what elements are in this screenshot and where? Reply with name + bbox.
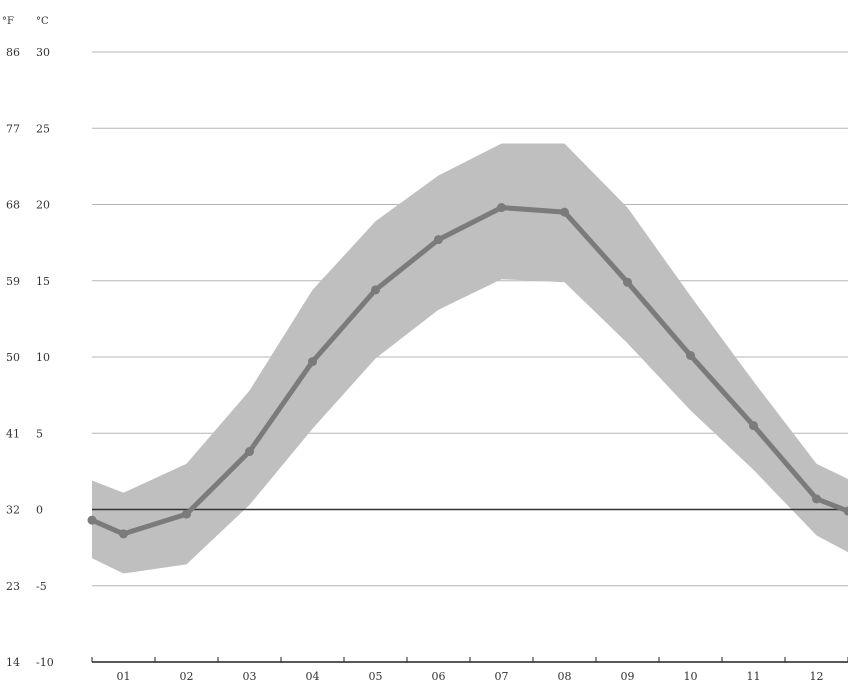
data-point-11: [749, 421, 758, 431]
data-point-10: [686, 350, 695, 360]
y-axis-fahrenheit: 86 77 68 59 50 41 32 23 14: [6, 46, 20, 669]
data-point-7: [497, 203, 506, 213]
y-tick-label-c: 10: [36, 351, 50, 364]
y-tick-label-c: 20: [36, 199, 50, 212]
series-line: [89, 205, 848, 537]
y-tick-label-f: 14: [6, 656, 20, 669]
y-tick-label-f: 23: [6, 580, 20, 593]
range-band-area: [92, 143, 848, 574]
data-point-13: [843, 506, 848, 516]
y-tick-label-c: 30: [36, 46, 50, 59]
y-tick-label-f: 77: [6, 122, 20, 135]
x-tick-label: 05: [369, 670, 383, 683]
y-tick-label-f: 50: [6, 351, 20, 364]
data-point-4: [308, 357, 317, 367]
x-tick-label: 04: [306, 670, 320, 683]
y-tick-label-c: 5: [36, 427, 43, 440]
x-tick-label: 11: [747, 670, 761, 683]
y-tick-label-f: 86: [6, 46, 20, 59]
y-tick-label-f: 32: [6, 504, 20, 517]
x-tick-label: 08: [558, 670, 572, 683]
fahrenheit-unit-label: °F: [2, 16, 14, 27]
x-tick-label: 02: [180, 670, 194, 683]
y-tick-label-f: 59: [6, 275, 20, 288]
data-points: [87, 203, 848, 539]
temperature-range-band: [92, 143, 848, 574]
mean-temperature-series: [89, 205, 848, 537]
y-tick-label-f: 68: [6, 199, 20, 212]
data-point-3: [245, 447, 254, 457]
y-tick-label-f: 41: [6, 427, 20, 440]
data-point-9: [623, 277, 632, 287]
y-tick-label-c: 15: [36, 275, 50, 288]
x-axis: 01 02 03 04 05 06 07 08 09 10 11 12: [91, 657, 848, 683]
x-tick-label: 12: [810, 670, 824, 683]
x-tick-label: 03: [243, 670, 257, 683]
x-tick-label: 10: [684, 670, 698, 683]
data-point-12: [812, 494, 821, 504]
x-tick-label: 09: [621, 670, 635, 683]
celsius-unit-label: °C: [36, 16, 49, 27]
y-tick-label-c: -5: [36, 580, 47, 593]
y-tick-label-c: 0: [36, 504, 43, 517]
x-tick-label: 07: [495, 670, 509, 683]
data-point-2: [182, 509, 191, 519]
y-axis-celsius: 30 25 20 15 10 5 0 -5 -10: [36, 46, 54, 669]
data-point-6: [434, 235, 443, 245]
data-point-1: [119, 529, 128, 539]
data-point-0: [87, 515, 97, 525]
data-point-8: [560, 207, 569, 217]
y-tick-label-c: -10: [36, 656, 54, 669]
x-tick-label: 06: [432, 670, 446, 683]
x-tick-label: 01: [117, 670, 131, 683]
y-tick-label-c: 25: [36, 122, 50, 135]
data-point-5: [371, 285, 380, 295]
